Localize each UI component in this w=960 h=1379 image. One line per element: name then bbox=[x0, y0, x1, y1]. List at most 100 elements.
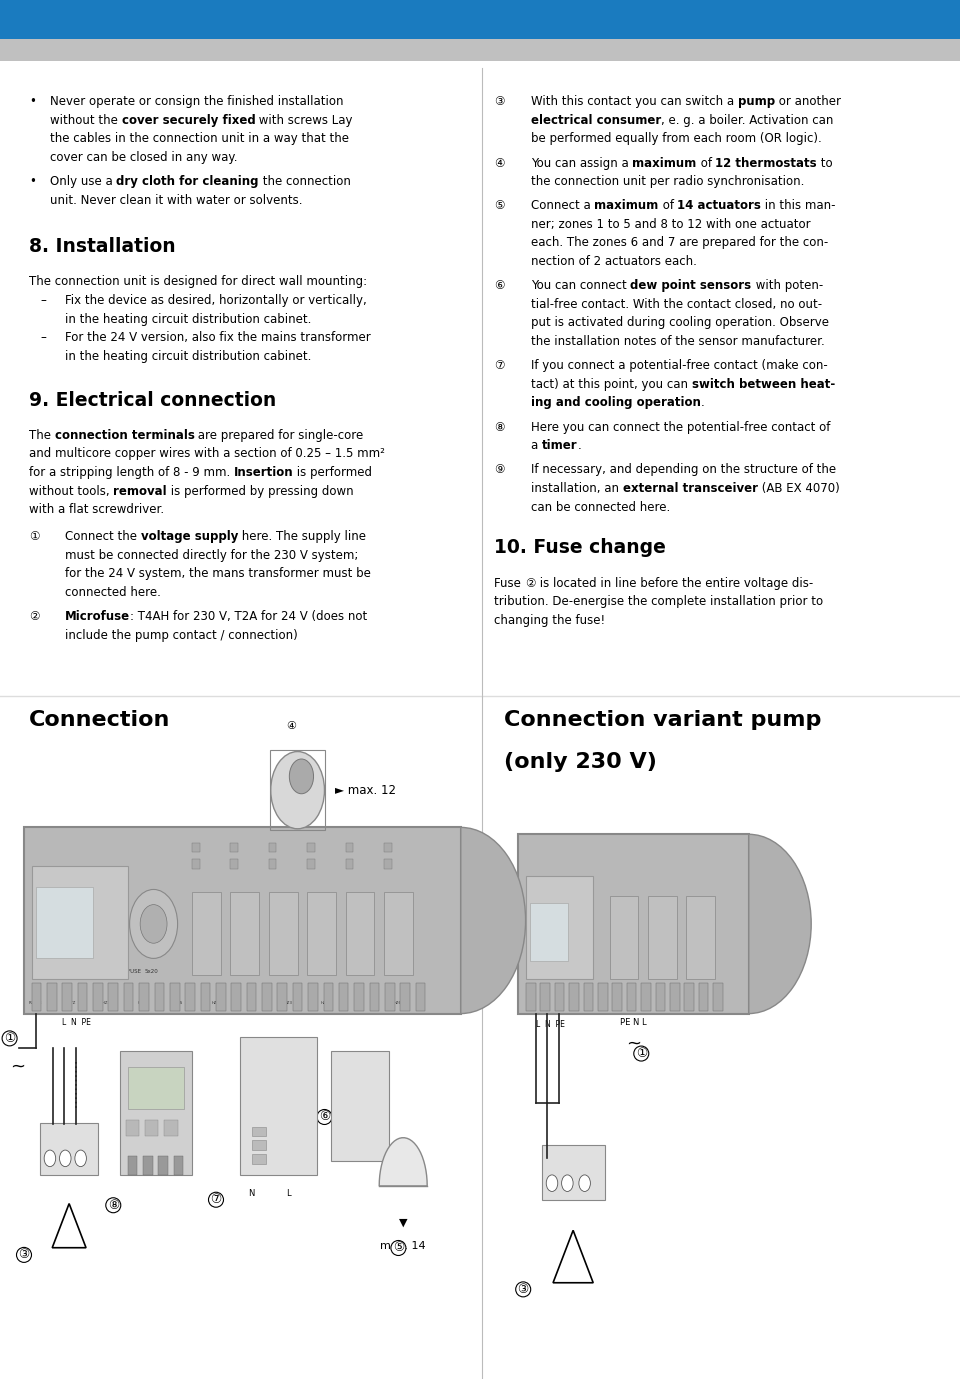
Text: of: of bbox=[659, 200, 678, 212]
Bar bbox=[346, 843, 353, 852]
Bar bbox=[269, 843, 276, 852]
Bar bbox=[240, 1037, 317, 1175]
Bar bbox=[78, 983, 87, 1011]
Bar bbox=[230, 859, 238, 869]
Text: Connect the: Connect the bbox=[65, 531, 141, 543]
Text: –: – bbox=[40, 331, 46, 345]
Text: , e. g. a boiler. Activation can: , e. g. a boiler. Activation can bbox=[661, 113, 833, 127]
Polygon shape bbox=[52, 1204, 86, 1248]
Text: of: of bbox=[697, 156, 715, 170]
Text: changing the fuse!: changing the fuse! bbox=[494, 614, 606, 627]
Text: dry cloth for cleaning: dry cloth for cleaning bbox=[116, 175, 259, 188]
Bar bbox=[384, 843, 392, 852]
Wedge shape bbox=[749, 834, 811, 1014]
Text: You can connect: You can connect bbox=[531, 280, 631, 292]
Text: ⑦: ⑦ bbox=[494, 360, 505, 372]
Text: 10. Fuse change: 10. Fuse change bbox=[494, 539, 666, 557]
Bar bbox=[252, 1140, 266, 1150]
Bar bbox=[40, 1123, 98, 1175]
Text: for the 24 V system, the mans transformer must be: for the 24 V system, the mans transforme… bbox=[65, 568, 372, 581]
Bar bbox=[627, 983, 636, 1011]
Bar bbox=[584, 983, 593, 1011]
Text: N: N bbox=[249, 1189, 254, 1198]
Text: ⑧: ⑧ bbox=[108, 1198, 119, 1212]
Text: PE: PE bbox=[71, 1128, 81, 1138]
Text: CO: CO bbox=[272, 1051, 285, 1060]
Bar bbox=[262, 983, 272, 1011]
Bar bbox=[93, 983, 103, 1011]
Bar bbox=[128, 1156, 137, 1175]
Text: HZ1 B2: HZ1 B2 bbox=[102, 1001, 116, 1005]
Bar bbox=[108, 983, 118, 1011]
Bar bbox=[139, 983, 149, 1011]
Bar bbox=[384, 859, 392, 869]
Text: Connection variant pump: Connection variant pump bbox=[504, 710, 822, 731]
Circle shape bbox=[60, 1150, 71, 1167]
Bar bbox=[331, 1051, 389, 1161]
Text: to: to bbox=[817, 156, 832, 170]
Bar bbox=[0, 0, 960, 39]
Circle shape bbox=[579, 1175, 590, 1191]
Bar bbox=[346, 892, 374, 975]
Bar bbox=[269, 892, 298, 975]
Bar bbox=[32, 866, 128, 979]
Text: ⑥: ⑥ bbox=[319, 1110, 330, 1124]
Text: (AB EX 4070): (AB EX 4070) bbox=[757, 483, 839, 495]
Text: 12:23: 12:23 bbox=[143, 1077, 169, 1085]
Bar bbox=[32, 983, 41, 1011]
Text: nection of 2 actuators each.: nection of 2 actuators each. bbox=[531, 255, 697, 268]
Text: HZ5: HZ5 bbox=[357, 1001, 365, 1005]
Text: with poten-: with poten- bbox=[752, 280, 823, 292]
Bar bbox=[192, 892, 221, 975]
Text: Connect a: Connect a bbox=[531, 200, 594, 212]
Bar bbox=[713, 983, 723, 1011]
Circle shape bbox=[289, 758, 314, 794]
Circle shape bbox=[140, 905, 167, 943]
Bar bbox=[277, 983, 287, 1011]
Text: N: N bbox=[61, 1128, 67, 1138]
Text: tial-free contact. With the contact closed, no out-: tial-free contact. With the contact clos… bbox=[531, 298, 822, 310]
Text: Insertion: Insertion bbox=[234, 466, 294, 479]
Text: ing and cooling operation: ing and cooling operation bbox=[531, 397, 701, 410]
Text: ①: ① bbox=[636, 1047, 647, 1060]
Text: maximum: maximum bbox=[633, 156, 697, 170]
Bar bbox=[269, 859, 276, 869]
Text: .: . bbox=[701, 397, 705, 410]
Text: is located in line before the entire voltage dis-: is located in line before the entire vol… bbox=[536, 576, 813, 590]
Bar bbox=[400, 983, 410, 1011]
Bar bbox=[170, 983, 180, 1011]
Text: removal: removal bbox=[113, 485, 167, 498]
Text: are prepared for single-core: are prepared for single-core bbox=[195, 429, 364, 441]
Bar bbox=[247, 983, 256, 1011]
Text: HZ1: HZ1 bbox=[211, 1001, 219, 1005]
Text: If necessary, and depending on the structure of the: If necessary, and depending on the struc… bbox=[531, 463, 836, 476]
Bar bbox=[126, 1120, 139, 1136]
Text: (only 230 V): (only 230 V) bbox=[504, 752, 657, 772]
Text: in this man-: in this man- bbox=[761, 200, 836, 212]
Text: voltage supply: voltage supply bbox=[141, 531, 238, 543]
Circle shape bbox=[44, 1150, 56, 1167]
Text: FUSE: FUSE bbox=[128, 969, 142, 975]
Bar bbox=[526, 876, 593, 979]
Text: can be connected here.: can be connected here. bbox=[531, 501, 670, 513]
Bar bbox=[230, 843, 238, 852]
Text: connection terminals: connection terminals bbox=[55, 429, 195, 441]
Text: Never operate or consign the finished installation: Never operate or consign the finished in… bbox=[50, 95, 344, 108]
Text: a: a bbox=[531, 440, 541, 452]
Bar bbox=[610, 896, 638, 979]
Text: The: The bbox=[29, 429, 55, 441]
Text: Only use a: Only use a bbox=[50, 175, 116, 188]
Text: put is activated during cooling operation. Observe: put is activated during cooling operatio… bbox=[531, 317, 828, 330]
Circle shape bbox=[130, 889, 178, 958]
Bar bbox=[518, 834, 749, 1014]
Text: Fix the device as desired, horizontally or vertically,: Fix the device as desired, horizontally … bbox=[65, 294, 367, 308]
Text: HZ3: HZ3 bbox=[284, 1001, 292, 1005]
Bar bbox=[24, 827, 461, 1014]
Text: is performed by pressing down: is performed by pressing down bbox=[167, 485, 353, 498]
Bar bbox=[385, 983, 395, 1011]
Circle shape bbox=[562, 1175, 573, 1191]
Text: You can assign a: You can assign a bbox=[531, 156, 633, 170]
Text: and multicore copper wires with a section of 0.25 – 1.5 mm²: and multicore copper wires with a sectio… bbox=[29, 448, 385, 461]
Bar bbox=[307, 843, 315, 852]
Text: TPS: TPS bbox=[348, 1100, 372, 1111]
